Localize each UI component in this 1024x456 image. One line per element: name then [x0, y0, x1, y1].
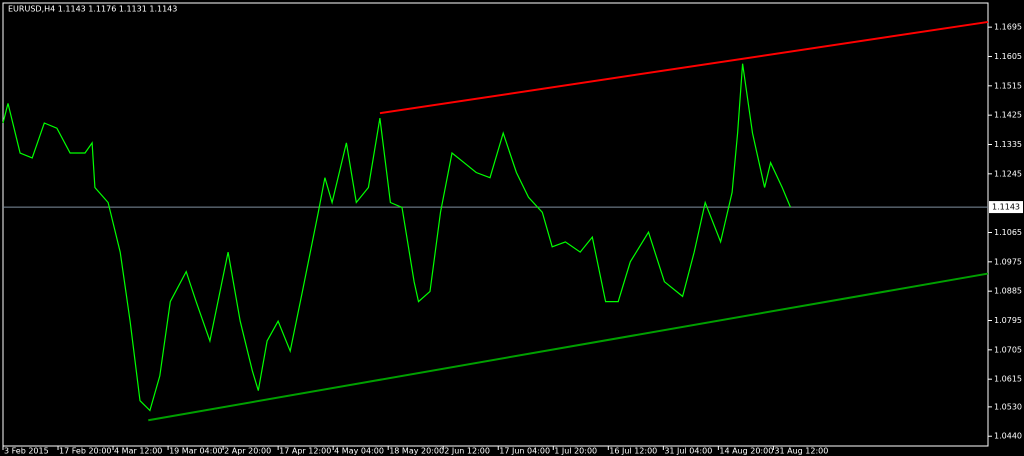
x-tick-label: 4 May 04:00 [334, 447, 384, 456]
y-tick-label: 1.0705 [994, 345, 1022, 354]
y-tick-label: 1.1605 [994, 52, 1022, 61]
y-tick-label: 1.1335 [994, 140, 1022, 149]
x-tick-label: 17 Jun 04:00 [499, 447, 550, 456]
y-tick-label: 1.1515 [994, 81, 1022, 90]
x-tick-label: 3 Feb 2015 [4, 447, 49, 456]
current-price-label: 1.1143 [992, 203, 1020, 212]
y-tick-label: 1.0885 [994, 287, 1022, 296]
x-tick-label: 18 May 20:00 [389, 447, 444, 456]
y-tick-label: 1.0530 [994, 402, 1022, 411]
x-tick-label: 2 Apr 20:00 [224, 447, 271, 456]
x-tick-label: 14 Aug 20:00 [719, 447, 773, 456]
price-line [2, 63, 791, 412]
x-tick-label: 1 Jul 20:00 [554, 447, 597, 456]
plot-frame [2, 2, 989, 447]
x-tick-label: 31 Jul 04:00 [664, 447, 712, 456]
y-tick-label: 1.0615 [994, 375, 1022, 384]
y-tick-label: 1.0975 [994, 257, 1022, 266]
y-tick-label: 1.1245 [994, 169, 1022, 178]
trend-line [148, 272, 989, 422]
y-tick-label: 1.1695 [994, 23, 1022, 32]
y-tick-label: 1.1065 [994, 228, 1022, 237]
trend-line [379, 20, 989, 115]
x-tick-label: 17 Apr 12:00 [279, 447, 331, 456]
y-tick-label: 1.0440 [994, 432, 1022, 441]
chart-title: EURUSD,H4 1.1143 1.1176 1.1131 1.1143 [8, 5, 177, 14]
x-tick-label: 16 Jul 12:00 [609, 447, 657, 456]
x-tick-label: 31 Aug 12:00 [774, 447, 828, 456]
x-tick-label: 2 Jun 12:00 [444, 447, 490, 456]
y-tick-label: 1.0795 [994, 316, 1022, 325]
current-price-box [989, 201, 1023, 214]
x-tick-label: 19 Mar 04:00 [169, 447, 222, 456]
y-tick-label: 1.1425 [994, 111, 1022, 120]
x-tick-label: 4 Mar 12:00 [114, 447, 162, 456]
x-tick-label: 17 Feb 20:00 [59, 447, 111, 456]
